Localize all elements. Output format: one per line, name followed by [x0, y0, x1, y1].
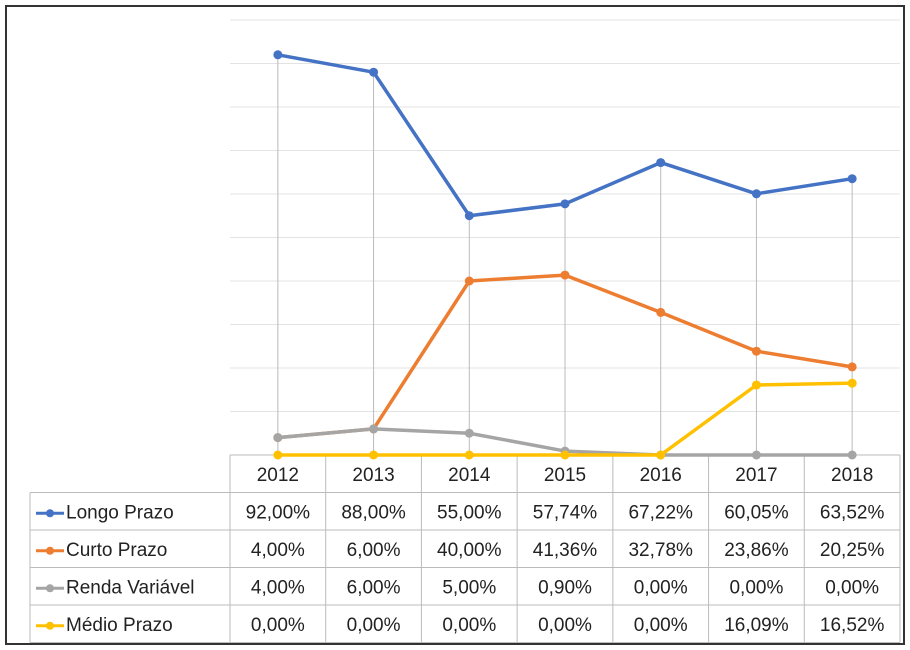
data-point	[656, 158, 666, 168]
table-cell: 88,00%	[341, 502, 406, 523]
legend-marker	[46, 546, 54, 555]
table-cell: 0,90%	[538, 577, 592, 598]
x-tick-label: 2016	[640, 465, 682, 486]
table-cell: 60,05%	[724, 502, 789, 523]
legend-label: Renda Variável	[66, 577, 195, 598]
table-cell: 40,00%	[437, 540, 502, 561]
table-cell: 20,25%	[820, 540, 885, 561]
table-cell: 63,52%	[820, 502, 885, 523]
data-point	[751, 380, 761, 390]
table-cell: 23,86%	[724, 540, 789, 561]
data-point	[464, 276, 474, 286]
table-cell: 0,00%	[634, 615, 688, 636]
table-cell: 67,22%	[628, 502, 693, 523]
table-cell: 5,00%	[442, 577, 496, 598]
data-point	[751, 450, 761, 460]
table-cell: 6,00%	[347, 540, 401, 561]
data-point	[369, 67, 379, 77]
data-point	[369, 424, 379, 434]
data-point	[560, 199, 570, 209]
data-point	[847, 174, 857, 184]
data-point	[847, 378, 857, 388]
table-cell: 92,00%	[246, 502, 311, 523]
data-point	[273, 50, 283, 60]
x-tick-label: 2017	[735, 465, 777, 486]
table-cell: 4,00%	[251, 540, 305, 561]
legend-label: Médio Prazo	[66, 615, 173, 636]
table-cell: 0,00%	[442, 615, 496, 636]
data-point	[560, 450, 570, 460]
table-cell: 0,00%	[634, 577, 688, 598]
table-cell: 32,78%	[628, 540, 693, 561]
data-point	[560, 270, 570, 280]
table-cell: 0,00%	[729, 577, 783, 598]
data-point	[656, 307, 666, 317]
x-tick-label: 2013	[352, 465, 394, 486]
data-point	[273, 433, 283, 443]
data-point	[464, 211, 474, 221]
table-cell: 16,09%	[724, 615, 789, 636]
table-cell: 6,00%	[347, 577, 401, 598]
legend-label: Longo Prazo	[66, 502, 174, 523]
data-point	[847, 362, 857, 372]
table-cell: 16,52%	[820, 615, 885, 636]
table-cell: 0,00%	[347, 615, 401, 636]
x-tick-label: 2014	[448, 465, 491, 486]
legend-marker	[46, 584, 54, 593]
table-cell: 4,00%	[251, 577, 305, 598]
table-cell: 41,36%	[533, 540, 598, 561]
data-point	[751, 189, 761, 199]
data-point	[464, 450, 474, 460]
legend-marker	[46, 621, 54, 630]
table-cell: 0,00%	[538, 615, 592, 636]
data-point	[369, 450, 379, 460]
data-point	[273, 450, 283, 460]
x-tick-label: 2012	[257, 465, 299, 486]
data-point	[464, 428, 474, 438]
data-point	[847, 450, 857, 460]
table-cell: 0,00%	[825, 577, 879, 598]
table-cell: 57,74%	[533, 502, 598, 523]
x-tick-label: 2015	[544, 465, 586, 486]
x-tick-label: 2018	[831, 465, 873, 486]
legend-label: Curto Prazo	[66, 540, 167, 561]
data-point	[751, 346, 761, 356]
table-cell: 0,00%	[251, 615, 305, 636]
legend-marker	[46, 509, 54, 518]
data-point	[656, 450, 666, 460]
table-cell: 55,00%	[437, 502, 502, 523]
